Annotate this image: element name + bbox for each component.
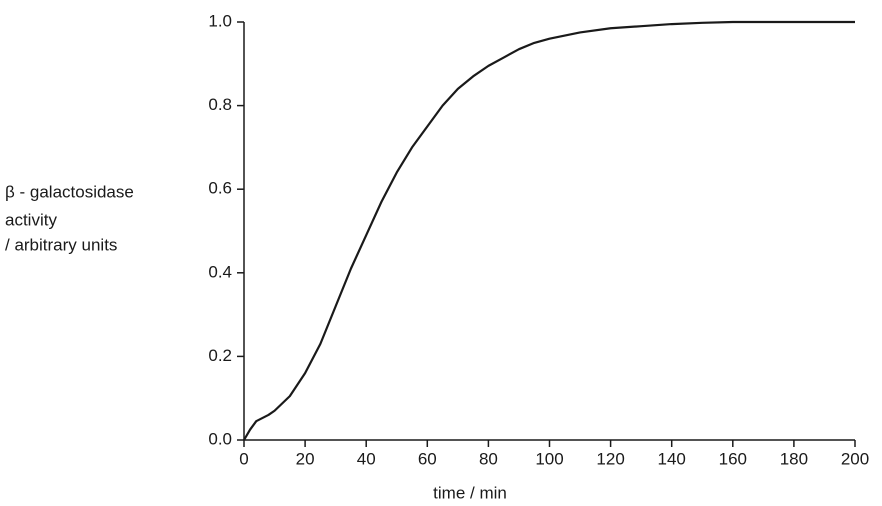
x-tick-label: 120	[596, 449, 624, 468]
y-axis-label: / arbitrary units	[5, 235, 117, 254]
line	[243, 20, 855, 441]
y-tick-label: 0.4	[208, 262, 232, 281]
x-tick-label: 60	[418, 449, 437, 468]
x-tick-label: 80	[479, 449, 498, 468]
x-tick-label: 200	[841, 449, 869, 468]
x-tick-label: 140	[658, 449, 686, 468]
x-tick-label: 160	[719, 449, 747, 468]
y-tick-label: 0.2	[208, 346, 232, 365]
x-axis-label: time / min	[433, 483, 507, 502]
x-tick-label: 180	[780, 449, 808, 468]
y-tick-label: 0.6	[208, 179, 232, 198]
x-tick-label: 40	[357, 449, 376, 468]
y-tick-label: 1.0	[208, 11, 232, 30]
y-axis-label: β - galactosidase	[5, 182, 134, 201]
x-tick-label: 20	[296, 449, 315, 468]
x-tick-label: 0	[239, 449, 248, 468]
y-tick-label: 0.0	[208, 429, 232, 448]
y-axis-label: activity	[5, 210, 57, 229]
y-tick-label: 0.8	[208, 95, 232, 114]
x-tick-label: 100	[535, 449, 563, 468]
